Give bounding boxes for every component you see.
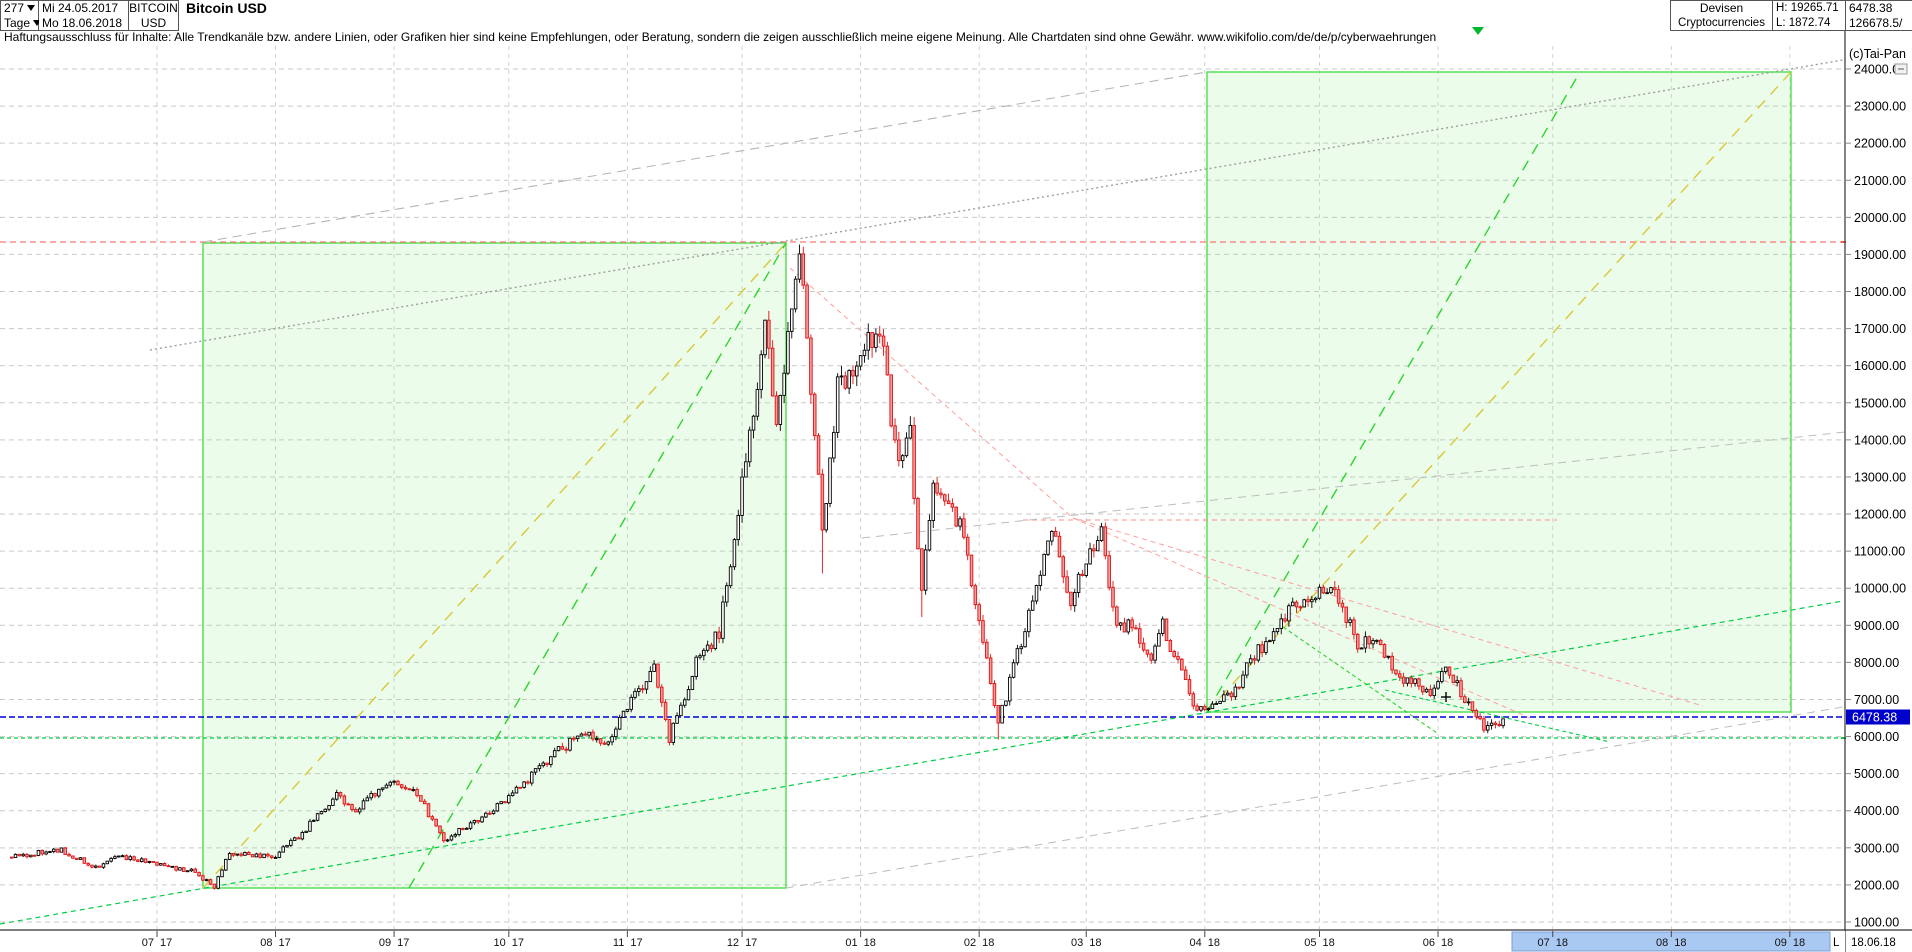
box1-green-diagonal[interactable] [408, 242, 787, 889]
year-label: 17 [279, 937, 291, 949]
price-axis-label: 5000.00 [1854, 767, 1899, 781]
year-label: 17 [160, 937, 172, 949]
month-label: 01 [845, 937, 857, 949]
price-axis-label: 23000.00 [1854, 100, 1906, 114]
price-axis-label: 7000.00 [1854, 693, 1899, 707]
price-axis-label: 6000.00 [1854, 730, 1899, 744]
period-unit-value: Tage [4, 15, 31, 30]
year-label: 18 [1674, 937, 1686, 949]
month-label: 11 [613, 937, 624, 949]
month-label: 12 [727, 937, 739, 949]
year-label: 18 [1441, 937, 1453, 949]
gray-dotted-trendline[interactable] [149, 59, 1844, 351]
year-label: 18 [1089, 937, 1101, 949]
box2-yellow-diagonal[interactable] [1206, 71, 1792, 713]
price-axis-label: 3000.00 [1854, 841, 1899, 855]
price-axis-label: 10000.00 [1854, 582, 1906, 596]
price-axis-label: 16000.00 [1854, 359, 1906, 373]
price-axis-label: 13000.00 [1854, 470, 1906, 484]
month-label: 02 [964, 937, 976, 949]
year-label: 18 [864, 937, 876, 949]
price-axis-label: 8000.00 [1854, 656, 1899, 670]
month-label: 08 [260, 937, 272, 949]
symbol-cell-line2: USD [129, 15, 179, 31]
year-label: 18 [982, 937, 994, 949]
year-label: 17 [397, 937, 409, 949]
secondary-value-cell: 126678.5/ [1846, 15, 1912, 31]
low-value-cell: L: 1872.74 [1773, 15, 1846, 31]
chart-title: Bitcoin USD [186, 0, 267, 16]
price-axis-label: 18000.00 [1854, 285, 1906, 299]
month-label: 05 [1304, 937, 1316, 949]
month-label: 07 [142, 937, 154, 949]
svg-text:6478.38: 6478.38 [1852, 711, 1897, 725]
candlestick-series [9, 244, 1505, 890]
green-falling-line[interactable] [1282, 626, 1438, 734]
trendlines [0, 59, 1846, 925]
last-price-chip: 6478.38 [1846, 709, 1910, 725]
month-label: 06 [1423, 937, 1435, 949]
price-axis-label: 14000.00 [1854, 433, 1906, 447]
month-label: 09 [1775, 937, 1787, 949]
month-label: 07 [1538, 937, 1550, 949]
date-to-field[interactable]: Mo 18.06.2018 [39, 15, 129, 31]
year-label: 18 [1793, 937, 1805, 949]
high-value-cell: H: 19265.71 [1773, 0, 1846, 16]
time-axis: 07 17 08 17 09 17 10 17 11 17 12 17 01 18 02 18 03 18 04 18… [0, 929, 1912, 952]
trend-channel-boxes [202, 71, 1792, 889]
last-date-label: 18.06.18 [1851, 937, 1896, 949]
date-from-field[interactable]: Mi 24.05.2017 [39, 0, 129, 16]
price-axis-label: 22000.00 [1854, 137, 1906, 151]
category-cell-line2: Cryptocurrencies [1670, 15, 1773, 31]
month-label: 10 [494, 937, 506, 949]
year-label: 17 [630, 937, 642, 949]
green-triangle-marker[interactable] [1472, 27, 1484, 35]
price-axis-label: 19000.00 [1854, 248, 1906, 262]
price-axis-label: 24000.00 [1854, 63, 1906, 77]
copyright-label: (c)Tai-Pan [1849, 47, 1906, 61]
price-axis-label: 9000.00 [1854, 619, 1899, 633]
period-count-value: 277 [4, 1, 25, 15]
year-label: 18 [1208, 937, 1220, 949]
month-label: 08 [1656, 937, 1668, 949]
last-bar-marker: L [1833, 937, 1840, 949]
price-axis-label: 15000.00 [1854, 396, 1906, 410]
price-axis-label: 21000.00 [1854, 174, 1906, 188]
price-axis: 1000.00 2000.00 3000.00 4000.00 5000.00 6000.… [1844, 31, 1912, 952]
year-label: 18 [1322, 937, 1334, 949]
month-label: 09 [379, 937, 391, 949]
chevron-down-icon [27, 5, 36, 11]
period-unit-dropdown[interactable]: Tage [0, 15, 42, 31]
long-green-support-line[interactable] [0, 600, 1844, 925]
year-label: 17 [512, 937, 524, 949]
date-from-value: Mi 24.05.2017 [42, 1, 119, 15]
gray-channel-upper-line[interactable] [202, 71, 1208, 243]
pink-fan-line-a[interactable] [789, 267, 1074, 519]
price-axis-label: 11000.00 [1854, 545, 1905, 559]
year-label: 18 [1556, 937, 1568, 949]
price-axis-label: 1000.00 [1854, 916, 1899, 930]
collapse-icon[interactable] [1894, 63, 1908, 75]
year-label: 17 [745, 937, 757, 949]
month-label: 04 [1190, 937, 1202, 949]
plus-marker[interactable] [1441, 692, 1451, 702]
price-axis-label: 12000.00 [1854, 508, 1906, 522]
box1-yellow-diagonal[interactable] [202, 242, 787, 889]
date-to-value: Mo 18.06.2018 [42, 15, 123, 30]
box2-green-diagonal[interactable] [1206, 71, 1581, 713]
pink-fan-line-b[interactable] [1072, 517, 1704, 707]
price-axis-label: 2000.00 [1854, 878, 1899, 892]
pink-fan-line-a2[interactable] [1072, 517, 1531, 719]
price-axis-label: 20000.00 [1854, 211, 1906, 225]
month-label: 03 [1071, 937, 1083, 949]
green-falling-line-2[interactable] [1384, 689, 1611, 743]
gray-mid-trendline[interactable] [861, 431, 1846, 539]
price-axis-label: 4000.00 [1854, 804, 1899, 818]
gray-lower-trendline[interactable] [785, 706, 1844, 889]
chevron-down-icon [33, 19, 42, 26]
price-axis-label: 17000.00 [1854, 322, 1906, 336]
disclaimer-text: Haftungsausschluss für Inhalte: Alle Tre… [4, 30, 1437, 44]
